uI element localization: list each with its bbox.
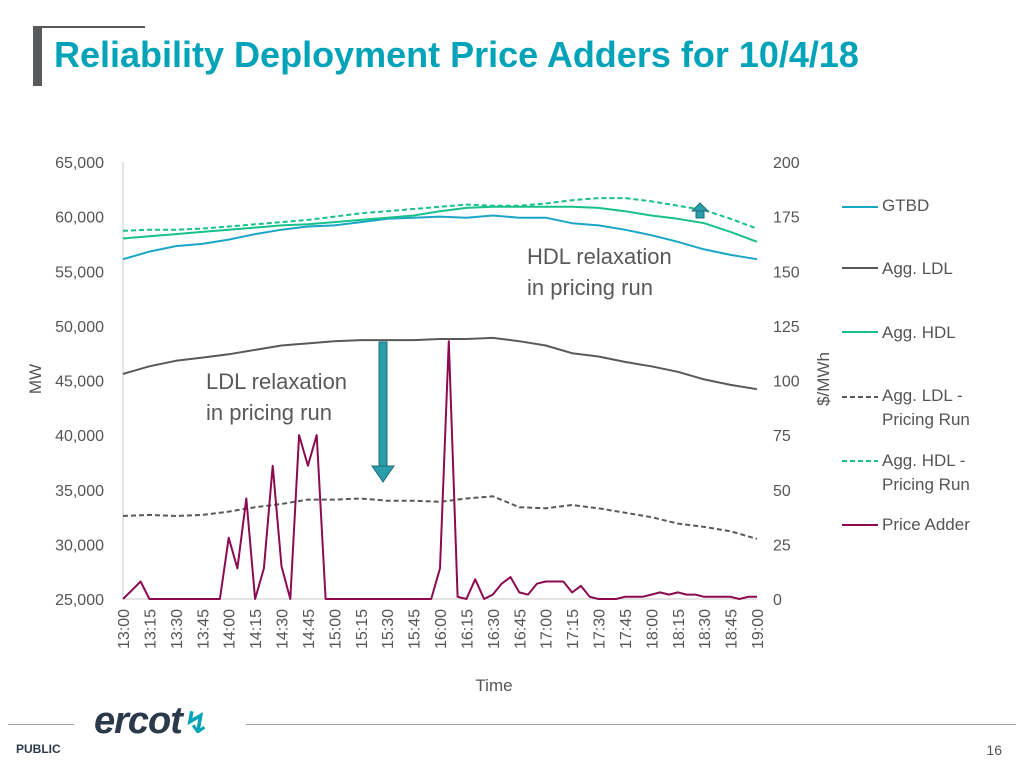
ercot-logo: ercot↯ xyxy=(94,700,209,743)
legend-label-gtbd: GTBD xyxy=(882,196,929,215)
ldl-relaxation-arrow-head xyxy=(371,465,395,483)
hdl-relaxation-arrow-head xyxy=(690,202,710,212)
x-axis-label: Time xyxy=(475,676,512,695)
logo-mark-icon: ↯ xyxy=(183,707,209,740)
legend-label-agg-ldl-pricing-2: Pricing Run xyxy=(882,410,970,429)
series-line-agg-ldl xyxy=(122,336,758,391)
y-right-tick-label: 50 xyxy=(773,483,791,500)
title-accent-line xyxy=(42,26,145,28)
legend-label-agg-hdl-pricing-2: Pricing Run xyxy=(882,475,970,494)
x-tick-label: 16:15 xyxy=(459,609,476,649)
y-right-tick-label: 200 xyxy=(773,155,800,172)
x-tick-label: 19:00 xyxy=(750,609,767,649)
series-line-agg-hdl xyxy=(122,205,758,243)
x-tick-label: 18:30 xyxy=(697,609,714,649)
x-tick-label: 18:00 xyxy=(644,609,661,649)
x-tick-label: 14:30 xyxy=(275,609,292,649)
legend-label-agg-hdl-pricing-1: Agg. HDL - xyxy=(882,451,965,470)
x-tick-label: 18:15 xyxy=(671,609,688,649)
x-tick-label: 16:30 xyxy=(486,609,503,649)
x-tick-label: 14:45 xyxy=(301,609,318,649)
y-left-tick-label: 30,000 xyxy=(55,537,104,554)
x-tick-label: 16:45 xyxy=(512,609,529,649)
legend-label-agg-hdl: Agg. HDL xyxy=(882,323,956,342)
legend-label-agg-ldl: Agg. LDL xyxy=(882,259,953,278)
x-tick-label: 13:00 xyxy=(116,609,133,649)
x-tick-label: 16:00 xyxy=(433,609,450,649)
footer-line-left xyxy=(8,724,74,725)
annotation-hdl-relaxation-line2: in pricing run xyxy=(527,275,653,300)
chart-series xyxy=(122,197,758,600)
x-tick-label: 17:15 xyxy=(565,609,582,649)
x-tick-label: 17:30 xyxy=(592,609,609,649)
y-left-axis-label: MW xyxy=(26,364,45,394)
x-tick-label: 13:15 xyxy=(142,609,159,649)
y-right-axis-label: $/MWh xyxy=(814,352,833,406)
y-right-tick-label: 150 xyxy=(773,264,800,281)
hdl-relaxation-arrow-shaft xyxy=(695,210,705,219)
y-right-tick-label: 0 xyxy=(773,592,782,609)
chart-arrows xyxy=(371,202,710,483)
y-right-tick-label: 25 xyxy=(773,537,791,554)
x-tick-label: 15:00 xyxy=(327,609,344,649)
x-tick-label: 17:00 xyxy=(539,609,556,649)
logo-text: ercot xyxy=(94,700,183,742)
x-tick-label: 13:30 xyxy=(169,609,186,649)
legend: GTBD Agg. LDL Agg. HDL Agg. LDL - Pricin… xyxy=(842,196,970,534)
x-tick-label: 17:45 xyxy=(618,609,635,649)
y-right-tick-label: 175 xyxy=(773,210,800,227)
annotation-ldl-relaxation-line2: in pricing run xyxy=(206,400,332,425)
y-left-tick-label: 25,000 xyxy=(55,592,104,609)
y-left-tick-label: 65,000 xyxy=(55,155,104,172)
x-tick-label: 15:30 xyxy=(380,609,397,649)
footer-line-right xyxy=(246,724,1016,725)
footer-public-label: PUBLIC xyxy=(16,742,61,756)
x-tick-label: 15:15 xyxy=(354,609,371,649)
y-right-tick-label: 75 xyxy=(773,428,791,445)
y-left-tick-label: 40,000 xyxy=(55,428,104,445)
series-line-agg-ldl-pricing xyxy=(122,495,758,540)
y-left-tick-label: 60,000 xyxy=(55,210,104,227)
x-tick-label: 18:45 xyxy=(724,609,741,649)
page-number: 16 xyxy=(986,742,1002,758)
x-tick-label: 14:00 xyxy=(222,609,239,649)
y-right-tick-label: 100 xyxy=(773,374,800,391)
y-right-tick-label: 125 xyxy=(773,319,800,336)
x-tick-label: 14:15 xyxy=(248,609,265,649)
x-tick-label: 15:45 xyxy=(407,609,424,649)
slide-title: Reliability Deployment Price Adders for … xyxy=(54,34,859,75)
series-line-price-adder xyxy=(122,340,757,600)
series-line-gtbd xyxy=(122,214,758,261)
y-left-tick-label: 50,000 xyxy=(55,319,104,336)
title-accent-bar xyxy=(33,26,42,86)
annotation-hdl-relaxation-line1: HDL relaxation xyxy=(527,244,672,269)
legend-label-price-adder: Price Adder xyxy=(882,515,970,534)
annotation-ldl-relaxation-line1: LDL relaxation xyxy=(206,369,347,394)
y-left-tick-label: 35,000 xyxy=(55,483,104,500)
chart-axes: 25,000 30,000 35,000 40,000 45,000 50,000 55,0… xyxy=(55,155,800,649)
legend-label-agg-ldl-pricing-1: Agg. LDL - xyxy=(882,386,963,405)
ldl-relaxation-arrow-shaft xyxy=(378,341,388,467)
series-line-agg-hdl-pricing xyxy=(122,197,758,232)
y-left-tick-label: 45,000 xyxy=(55,374,104,391)
x-tick-label: 13:45 xyxy=(195,609,212,649)
y-left-tick-label: 55,000 xyxy=(55,264,104,281)
